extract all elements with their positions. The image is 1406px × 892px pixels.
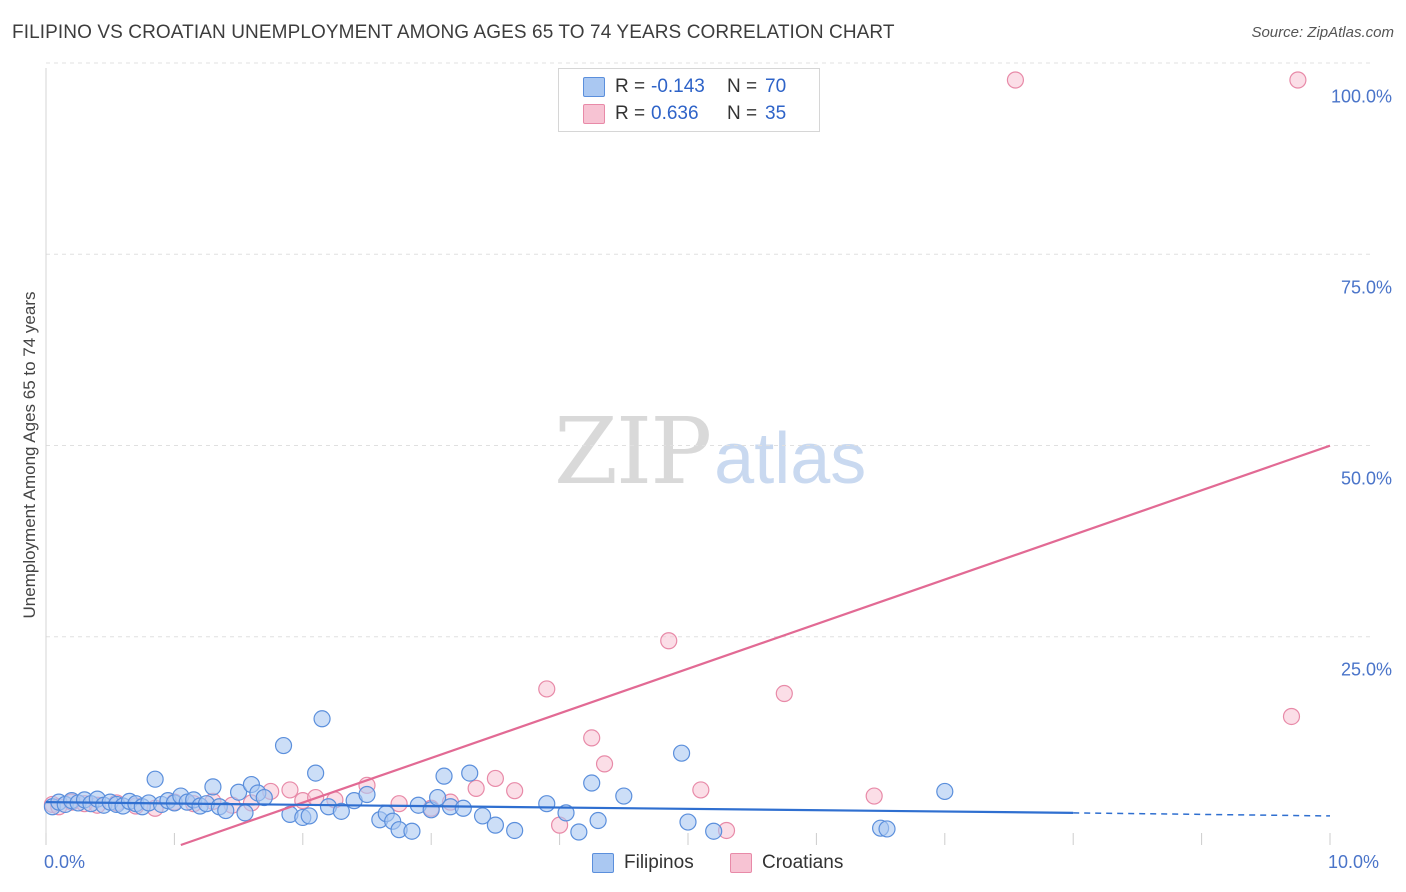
- filipinos-point: [672, 744, 691, 762]
- y-tick-label: 75.0%: [1340, 277, 1392, 298]
- legend-n-label: N =: [727, 103, 758, 124]
- croatians-point: [281, 781, 299, 799]
- filipinos-point: [307, 764, 325, 782]
- filipinos-point: [486, 816, 504, 834]
- croatians-point: [775, 684, 793, 703]
- filipinos-point: [589, 811, 607, 830]
- filipinos-point: [300, 807, 318, 825]
- watermark-atlas: atlas: [714, 419, 867, 499]
- watermark-zip: ZIP: [554, 398, 712, 505]
- x-tick-label: 0.0%: [44, 852, 86, 872]
- filipinos-point: [705, 822, 723, 840]
- series-legend-filipinos[interactable]: Filipinos: [592, 852, 694, 874]
- croatians-point: [865, 787, 883, 805]
- filipinos-trend-line: [45, 801, 1074, 814]
- legend-n-label: N =: [727, 76, 758, 97]
- legend-swatch-croatians: [730, 853, 752, 873]
- legend-n-value: 70: [765, 76, 787, 97]
- legend-swatch-filipinos: [583, 77, 605, 97]
- legend-swatch-filipinos: [592, 853, 614, 873]
- filipinos-point: [936, 782, 954, 801]
- series-legend-croatians[interactable]: Croatians: [730, 852, 843, 874]
- legend-r-value: 0.636: [651, 103, 699, 124]
- legend-row-croatians: R = 0.636 N = 35: [583, 101, 786, 127]
- croatians-point: [486, 769, 504, 788]
- legend-row-filipinos: R = -0.143 N = 70: [583, 74, 786, 100]
- croatians-point: [692, 781, 710, 799]
- filipinos-point: [358, 785, 376, 804]
- legend-r-label: R =: [615, 103, 646, 124]
- croatians-point: [583, 729, 601, 747]
- filipinos-point: [454, 799, 472, 817]
- filipinos-point: [679, 813, 697, 831]
- series-legend-label: Croatians: [762, 852, 844, 873]
- filipinos-point: [403, 822, 421, 840]
- croatians-point: [660, 632, 678, 650]
- series-legend-label: Filipinos: [624, 852, 694, 873]
- filipinos-trend-extension: [1073, 812, 1331, 817]
- croatians-point: [1006, 71, 1025, 89]
- chart-title: FILIPINO VS CROATIAN UNEMPLOYMENT AMONG …: [12, 22, 895, 43]
- filipinos-point: [146, 770, 164, 788]
- y-tick-label: 50.0%: [1340, 468, 1392, 489]
- series-legend: Filipinos Croatians: [0, 852, 1406, 878]
- correlation-legend: R = -0.143 N = 70 R = 0.636 N = 35: [558, 68, 820, 132]
- croatians-point: [1289, 71, 1307, 89]
- filipinos-point: [473, 807, 492, 825]
- y-tick-label: 100.0%: [1330, 86, 1392, 107]
- legend-swatch-croatians: [583, 104, 605, 124]
- filipinos-point: [615, 787, 633, 805]
- legend-r-value: -0.143: [651, 76, 705, 97]
- filipinos-point: [435, 767, 453, 785]
- filipinos-point: [230, 783, 248, 801]
- croatians-point: [390, 795, 408, 813]
- filipinos-point: [461, 764, 479, 782]
- filipinos-point: [506, 821, 524, 840]
- source-label: Source: ZipAtlas.com: [1251, 24, 1394, 41]
- croatians-trend-line: [180, 444, 1331, 847]
- y-tick-label: 25.0%: [1340, 659, 1392, 680]
- x-tick-label: 10.0%: [1328, 852, 1380, 872]
- watermark: ZIPatlas: [554, 398, 866, 505]
- filipinos-point: [204, 778, 222, 796]
- croatians-point: [538, 680, 556, 698]
- filipinos-point: [583, 774, 601, 792]
- filipinos-point: [557, 804, 575, 822]
- filipinos-point: [236, 804, 254, 822]
- filipinos-point: [217, 801, 235, 820]
- croatians-point: [467, 779, 485, 797]
- filipinos-point: [878, 820, 896, 838]
- filipinos-point: [570, 823, 588, 841]
- legend-r-label: R =: [615, 76, 646, 97]
- filipinos-point: [332, 802, 350, 820]
- croatians-point: [1282, 707, 1301, 726]
- filipinos-point: [538, 795, 556, 813]
- croatians-point: [506, 782, 524, 800]
- legend-n-value: 35: [765, 103, 787, 124]
- croatians-point: [595, 755, 614, 773]
- filipinos-point: [313, 710, 331, 728]
- filipinos-point: [274, 736, 293, 755]
- filipinos-point: [255, 788, 273, 807]
